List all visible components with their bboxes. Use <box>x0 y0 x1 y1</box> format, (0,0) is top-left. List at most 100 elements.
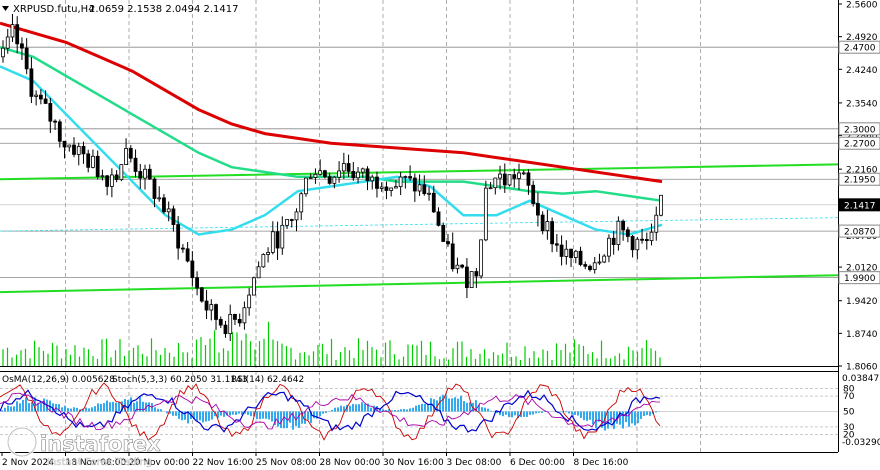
price-axis[interactable]: 2.56002.49202.42402.35402.28602.21602.14… <box>838 1 878 373</box>
candle-body <box>214 304 218 320</box>
level-label-box <box>838 122 880 136</box>
candle-body <box>124 148 128 166</box>
candle-body <box>308 177 313 179</box>
symbol-label: XRPUSD.futu,H4 <box>13 4 95 15</box>
time-axis[interactable]: 2 Nov 2024 18 Nov 08:00 20 Nov 00:00 22 Nov… <box>1 452 629 468</box>
candle-body <box>29 68 34 97</box>
candle-body <box>204 300 209 311</box>
candle-body <box>147 168 152 180</box>
osma-max-label: 0.038471 <box>842 374 880 384</box>
level-label: 2.1417 <box>844 201 876 211</box>
candle-body <box>602 255 607 263</box>
candle-body <box>559 244 564 257</box>
candle-body <box>545 221 550 232</box>
candle-body <box>15 24 20 45</box>
level-label: 2.2700 <box>844 140 876 150</box>
candle-body <box>474 271 479 277</box>
candle-body <box>578 250 583 265</box>
price-tick-label: 2.0120 <box>846 264 878 274</box>
candle-body <box>436 211 441 226</box>
level-label: 2.3000 <box>844 125 876 135</box>
candle-body <box>526 172 531 186</box>
candle-body <box>304 177 308 195</box>
candle-body <box>1 47 5 58</box>
candle-body <box>223 324 228 335</box>
indicator-panel[interactable] <box>0 382 838 441</box>
volume-bars <box>2 321 661 366</box>
candle-body <box>138 171 143 179</box>
stoch-label: Stoch(5,3,3) 60.2050 31.1143 <box>112 375 247 385</box>
candle-body <box>57 121 62 142</box>
candle-body <box>242 307 247 324</box>
time-tick-label: 8 Dec 16:00 <box>574 458 629 468</box>
level-label: 2.4700 <box>844 44 876 54</box>
candle-body <box>76 145 81 155</box>
candle-body <box>389 187 394 191</box>
candle-body <box>185 248 190 262</box>
candle-body <box>479 239 484 277</box>
candle-body <box>332 176 337 184</box>
candle-body <box>483 187 488 241</box>
candle-body <box>597 261 602 264</box>
candle-body <box>356 171 360 179</box>
candle-body <box>24 47 29 70</box>
candle-body <box>218 319 223 326</box>
time-tick-label: 28 Nov 00:00 <box>320 458 381 468</box>
stoch-signal-line <box>0 382 661 441</box>
candle-body <box>91 155 95 168</box>
level-label: 1.9900 <box>844 274 876 284</box>
candle-body <box>346 163 351 172</box>
candle-body <box>431 192 436 213</box>
candle-body <box>375 176 379 189</box>
watermark: instaforex Instant Forex Trading <box>6 426 161 468</box>
candle-body <box>460 264 465 268</box>
candle-body <box>322 170 327 178</box>
candle-body <box>351 170 356 179</box>
candle-body <box>199 287 204 302</box>
candle-body <box>67 144 72 148</box>
time-tick-label: 18 Nov 08:00 <box>66 458 127 468</box>
price-tick-label: 2.4920 <box>846 33 878 43</box>
candle-body <box>38 94 43 100</box>
candle-body <box>588 265 592 270</box>
level-label-box <box>838 224 880 238</box>
candle-body <box>630 236 635 251</box>
candle-body <box>398 176 403 188</box>
candle-body <box>422 184 427 195</box>
candle-body <box>583 264 588 267</box>
collapse-arrow-icon[interactable] <box>2 6 9 11</box>
level-labels: 2.4700 2.3000 2.2700 2.1950 2.1417 2.0870 1.99… <box>838 40 880 285</box>
candle-body <box>100 175 105 178</box>
candle-body <box>285 219 289 226</box>
level-label-box <box>838 271 880 285</box>
candle-body <box>427 192 431 195</box>
candle-body <box>441 224 446 242</box>
rsi-label: RSI(14) 62.4642 <box>231 375 304 385</box>
price-tick-label: 2.2160 <box>846 166 878 176</box>
ema-slow-line <box>0 21 663 184</box>
candle-body <box>616 220 621 245</box>
candle-body <box>412 177 417 192</box>
candle-body <box>607 237 611 257</box>
candle-body <box>649 231 654 242</box>
candle-body <box>403 176 408 178</box>
level-label: 2.0870 <box>844 228 876 238</box>
candle-body <box>86 153 91 168</box>
candle-body <box>195 277 199 289</box>
candle-body <box>573 250 578 259</box>
candle-body <box>294 211 299 221</box>
candle-body <box>280 224 285 249</box>
watermark-tagline: Instant Forex Trading <box>47 457 152 468</box>
time-tick-label: 3 Dec 08:00 <box>447 458 502 468</box>
price-tick-label: 1.9420 <box>846 297 878 307</box>
candles <box>1 13 663 342</box>
candle-body <box>53 120 57 123</box>
candle-body <box>237 319 242 324</box>
candle-body <box>592 262 597 270</box>
vertical-grid <box>65 0 701 452</box>
candle-body <box>498 173 502 179</box>
candle-body <box>654 214 659 233</box>
candle-body <box>114 174 119 181</box>
candle-body <box>446 241 450 245</box>
